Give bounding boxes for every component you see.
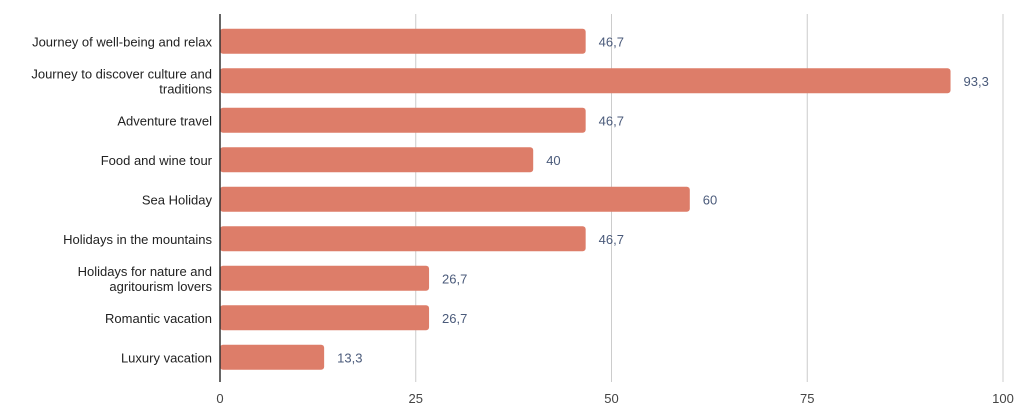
- category-label: Food and wine tour: [101, 153, 213, 168]
- x-tick-label: 25: [409, 391, 423, 406]
- category-label-line: Holidays in the mountains: [63, 232, 212, 247]
- category-label-line: Food and wine tour: [101, 153, 213, 168]
- category-label-line: Journey to discover culture and: [31, 66, 212, 81]
- data-label: 26,7: [442, 311, 467, 326]
- bar: [220, 305, 430, 331]
- category-label-line: Holidays for nature and: [78, 264, 212, 279]
- category-label: Journey of well-being and relax: [32, 34, 212, 49]
- data-label: 60: [703, 192, 717, 207]
- category-label: Holidays in the mountains: [63, 232, 212, 247]
- bar: [220, 186, 690, 212]
- bar: [220, 107, 586, 133]
- category-labels: Journey of well-being and relax Journey t…: [31, 34, 212, 365]
- data-label: 93,3: [964, 74, 989, 89]
- x-tick-label: 75: [800, 391, 814, 406]
- data-label: 40: [546, 153, 560, 168]
- category-label-line: Adventure travel: [117, 113, 212, 128]
- category-label-line: agritourism lovers: [109, 279, 212, 294]
- category-label: Journey to discover culture and tradition…: [31, 66, 212, 96]
- bar: [220, 226, 586, 252]
- x-tick-label: 0: [216, 391, 223, 406]
- category-label: Adventure travel: [117, 113, 212, 128]
- bar: [220, 68, 951, 94]
- bars: [220, 28, 951, 370]
- value-labels: 46,7 93,3 46,7 40 60 46,7 26,7 26,7 13,3: [337, 34, 989, 365]
- data-label: 46,7: [599, 34, 624, 49]
- category-label-line: Journey of well-being and relax: [32, 34, 212, 49]
- data-label: 13,3: [337, 350, 362, 365]
- bar: [220, 265, 430, 291]
- category-label: Holidays for nature and agritourism lover…: [78, 264, 213, 294]
- data-label: 26,7: [442, 271, 467, 286]
- bar: [220, 344, 325, 370]
- category-label-line: traditions: [159, 81, 212, 96]
- category-label-line: Sea Holiday: [142, 192, 213, 207]
- bar: [220, 28, 586, 54]
- x-tick-label: 100: [992, 391, 1014, 406]
- category-label: Luxury vacation: [121, 350, 212, 365]
- category-label-line: Romantic vacation: [105, 311, 212, 326]
- data-label: 46,7: [599, 113, 624, 128]
- data-label: 46,7: [599, 232, 624, 247]
- bar: [220, 147, 534, 173]
- category-label: Romantic vacation: [105, 311, 212, 326]
- category-label-line: Luxury vacation: [121, 350, 212, 365]
- x-tick-labels: 0 25 50 75 100: [216, 391, 1013, 406]
- x-tick-label: 50: [604, 391, 618, 406]
- category-label: Sea Holiday: [142, 192, 213, 207]
